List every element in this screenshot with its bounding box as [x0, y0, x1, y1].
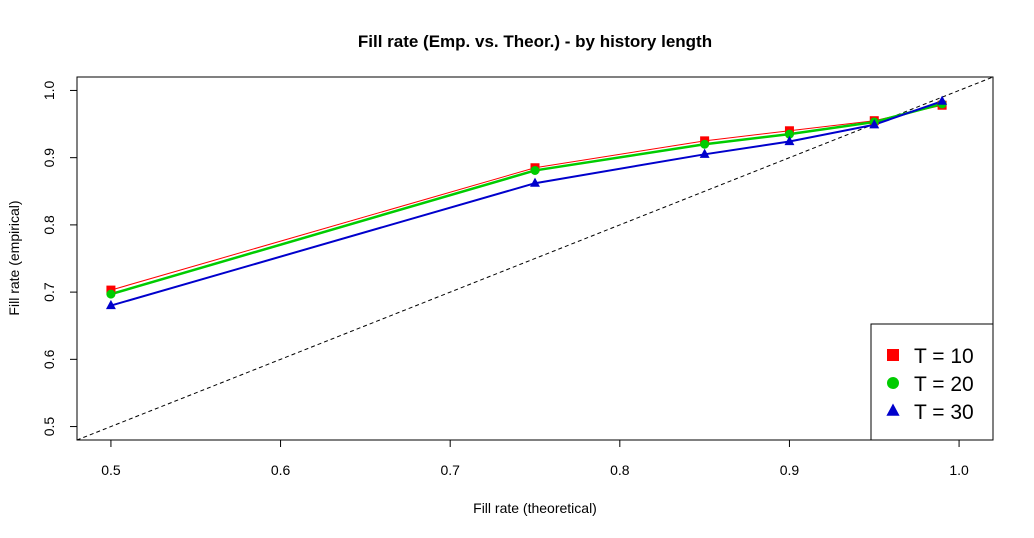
data-point-series-2 [106, 289, 116, 299]
y-tick-label: 0.8 [41, 215, 57, 235]
data-point-series-3 [699, 148, 710, 158]
legend-marker-3 [886, 403, 900, 416]
x-tick-label: 0.5 [101, 462, 121, 478]
x-axis-label: Fill rate (theoretical) [473, 500, 597, 516]
series-line-3 [110, 100, 943, 307]
y-tick-label: 0.5 [41, 417, 57, 437]
legend: T = 10 T = 20 T = 30 [870, 323, 994, 441]
data-point-series-2 [784, 129, 794, 139]
y-tick-label: 0.7 [41, 282, 57, 302]
chart-title: Fill rate (Emp. vs. Theor.) - by history… [358, 32, 712, 51]
x-tick-label: 0.9 [780, 462, 800, 478]
data-point-series-3 [937, 95, 948, 105]
series-line-2 [110, 102, 943, 296]
data-point-series-3 [105, 299, 116, 310]
data-point-series-3 [784, 135, 795, 146]
x-tick-label: 1.0 [949, 462, 969, 478]
x-tick-label: 0.8 [610, 462, 630, 478]
y-axis-label: Fill rate (empirical) [6, 200, 22, 315]
legend-marker-2 [887, 377, 899, 389]
y-axis: 0.5 0.6 0.7 0.8 0.9 1.0 [41, 81, 78, 437]
y-tick-label: 0.6 [41, 349, 57, 369]
y-tick-label: 0.9 [41, 148, 57, 168]
plot-layer [77, 77, 993, 440]
x-axis: 0.5 0.6 0.7 0.8 0.9 1.0 [101, 439, 969, 478]
legend-marker-1 [887, 349, 899, 361]
data-point-series-3 [869, 119, 880, 129]
data-point-series-2 [700, 139, 710, 149]
data-point-series-2 [530, 165, 540, 175]
x-tick-label: 0.7 [440, 462, 460, 478]
x-tick-label: 0.6 [271, 462, 291, 478]
data-point-series-3 [530, 177, 540, 187]
y-tick-label: 1.0 [41, 81, 57, 101]
legend-label-1: T = 10 [914, 345, 974, 368]
legend-label-3: T = 30 [914, 401, 974, 424]
legend-label-2: T = 20 [914, 373, 974, 396]
